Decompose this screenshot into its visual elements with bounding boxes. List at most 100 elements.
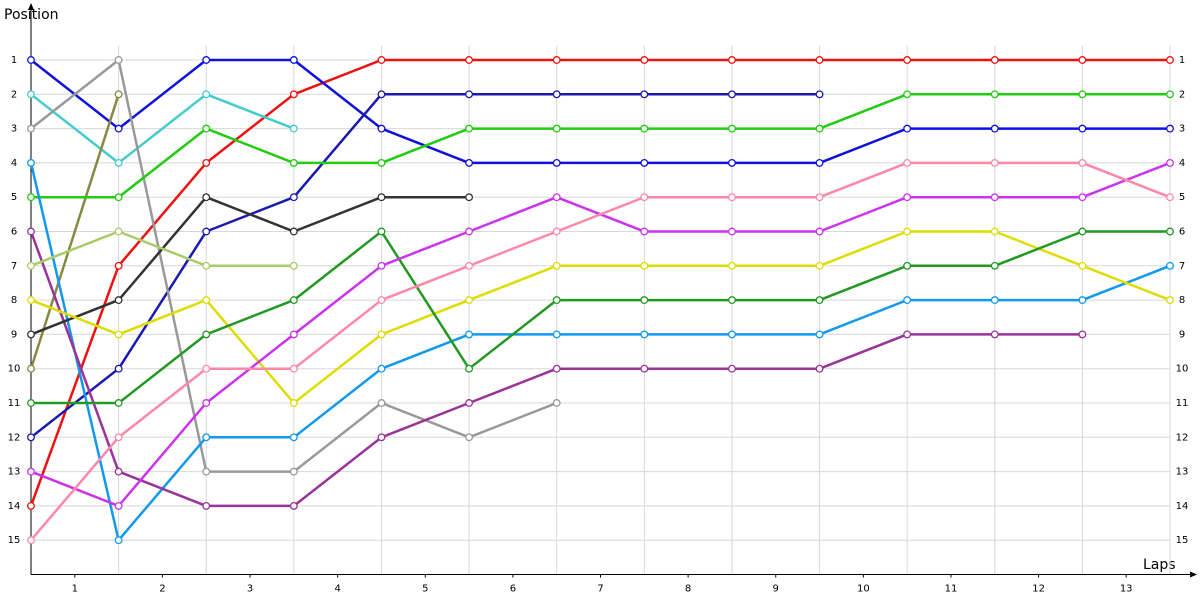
series-marker <box>903 227 912 236</box>
y-tick-label-right: 1 <box>1179 55 1185 66</box>
series-marker <box>27 330 35 339</box>
series-marker <box>202 433 211 442</box>
series-marker <box>465 296 474 305</box>
series-marker <box>990 56 999 64</box>
y-tick-label: 3 <box>11 124 17 135</box>
series-marker <box>377 433 386 442</box>
series-marker <box>903 296 912 305</box>
series-marker <box>1078 90 1087 99</box>
series-marker <box>640 90 649 99</box>
series-marker <box>552 399 561 407</box>
series-marker <box>1166 261 1174 270</box>
series-marker <box>903 56 912 64</box>
y-tick-label: 2 <box>11 89 17 100</box>
series-marker <box>289 433 298 442</box>
series-marker <box>27 90 35 99</box>
series-marker <box>27 399 35 407</box>
series-marker <box>202 467 211 476</box>
series-marker <box>114 90 123 99</box>
series-marker <box>289 330 298 339</box>
series-marker <box>27 193 35 202</box>
series-marker <box>27 467 35 476</box>
series-marker <box>727 56 736 64</box>
series-marker <box>903 124 912 133</box>
series-marker <box>552 158 561 167</box>
series-marker <box>27 56 35 64</box>
series-marker <box>903 261 912 270</box>
series-marker <box>465 56 474 64</box>
series-marker <box>1078 296 1087 305</box>
series-marker <box>377 399 386 407</box>
series-marker <box>289 90 298 99</box>
series-marker <box>552 124 561 133</box>
series-marker <box>377 364 386 373</box>
series-marker <box>465 227 474 236</box>
series-marker <box>640 261 649 270</box>
series-marker <box>552 330 561 339</box>
series-marker <box>114 227 123 236</box>
series-marker <box>465 193 474 202</box>
series-marker <box>27 536 35 545</box>
x-tick-label: 11 <box>945 584 958 595</box>
series-marker <box>1166 56 1174 64</box>
series-marker <box>640 158 649 167</box>
series-marker <box>815 56 824 64</box>
series-marker <box>640 193 649 202</box>
series-marker <box>377 261 386 270</box>
series-line <box>29 162 1171 542</box>
series-marker <box>114 158 123 167</box>
series-marker <box>1078 56 1087 64</box>
series-marker <box>640 330 649 339</box>
series-marker <box>465 364 474 373</box>
series-marker <box>202 330 211 339</box>
series-marker <box>202 227 211 236</box>
series-line <box>31 93 1170 199</box>
x-tick-label: 5 <box>422 584 428 595</box>
series-marker <box>202 124 211 133</box>
y-tick-label: 11 <box>8 398 21 409</box>
x-tick-label: 3 <box>247 584 253 595</box>
series-marker <box>289 399 298 407</box>
series-marker <box>114 433 123 442</box>
series-marker <box>27 364 35 373</box>
y-tick-label-right: 10 <box>1176 364 1189 375</box>
series-marker <box>27 433 35 442</box>
x-tick-label: 9 <box>773 584 779 595</box>
series-marker <box>114 536 123 545</box>
series-marker <box>903 158 912 167</box>
series-marker <box>202 399 211 407</box>
series-marker <box>903 330 912 339</box>
y-tick-label-right: 13 <box>1176 467 1189 478</box>
series-marker <box>289 296 298 305</box>
series-marker <box>465 124 474 133</box>
series-marker <box>815 330 824 339</box>
series-line <box>30 58 1170 165</box>
series-marker <box>1166 90 1174 99</box>
y-tick-label: 8 <box>11 295 17 306</box>
series-marker <box>377 124 386 133</box>
series-marker <box>815 193 824 202</box>
series-marker <box>552 364 561 373</box>
series-marker <box>640 296 649 305</box>
series-marker <box>1166 193 1174 202</box>
series-line <box>30 93 295 165</box>
series-line <box>29 93 120 370</box>
series-line <box>30 230 1171 405</box>
series-marker <box>990 330 999 339</box>
series-marker <box>1166 124 1174 133</box>
series-line <box>31 230 1170 405</box>
x-tick-label: 7 <box>597 584 603 595</box>
series-marker <box>289 227 298 236</box>
series-marker <box>815 364 824 373</box>
series-marker <box>27 296 35 305</box>
series-marker <box>114 124 123 133</box>
series-marker <box>990 124 999 133</box>
series-marker <box>990 193 999 202</box>
series-marker <box>903 90 912 99</box>
series-marker <box>377 158 386 167</box>
series-marker <box>289 193 298 202</box>
y-tick-label: 15 <box>8 535 21 546</box>
series-marker <box>552 227 561 236</box>
